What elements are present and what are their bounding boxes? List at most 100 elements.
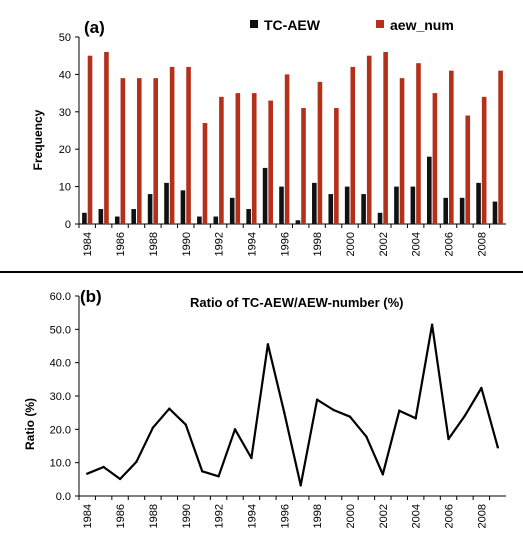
x-tick-label: 1986 <box>115 504 127 528</box>
ratio-data-point <box>496 446 499 449</box>
legend: TC-AEW aew_num <box>250 17 454 33</box>
ratio-data-point <box>266 343 270 346</box>
bar-tc-aew <box>197 216 202 224</box>
bar-aew-num <box>169 66 175 224</box>
bar-aew-num <box>120 78 126 224</box>
x-tick-label: 2000 <box>345 232 357 256</box>
ratio-line-chart: (b) Ratio of TC-AEW/AEW-number (%) Ratio… <box>23 287 506 528</box>
y-tick-label: 40 <box>59 69 71 81</box>
bar-aew-num <box>334 108 339 224</box>
ratio-data-point <box>463 414 467 417</box>
x-tick-label: 2002 <box>378 232 390 256</box>
x-tick-label: 1990 <box>181 504 193 528</box>
ratio-series-line <box>86 323 499 487</box>
bar-tc-aew <box>344 186 350 224</box>
bar-tc-aew <box>82 212 87 224</box>
ratio-data-point <box>233 428 237 431</box>
x-tick-label: 1992 <box>214 232 226 256</box>
y-tick-label: 0 <box>65 219 71 231</box>
ratio-data-point <box>250 456 253 460</box>
x-tick-label: 1998 <box>312 504 324 528</box>
x-tick-label: 1984 <box>82 232 94 256</box>
x-tick-label: 1988 <box>148 232 160 256</box>
bar-tc-aew <box>459 197 465 224</box>
bar-tc-aew <box>114 216 120 224</box>
bar-aew-num <box>235 93 241 224</box>
bar-aew-num <box>153 78 159 224</box>
panel-b-label: (b) <box>80 287 102 306</box>
x-tick-label: 2000 <box>345 504 357 528</box>
x-tick-label: 2004 <box>411 232 423 256</box>
bar-aew-num <box>498 70 503 224</box>
ratio-data-point <box>184 423 187 426</box>
bar-tc-aew <box>147 194 153 224</box>
bar-tc-aew <box>295 220 301 224</box>
ratio-data-point <box>398 409 401 412</box>
bar-aew-num <box>317 81 323 224</box>
y-axis-label-frequency: Frequency <box>31 109 45 170</box>
bar-tc-aew <box>98 209 104 224</box>
y-axis-label-ratio: Ratio (%) <box>23 398 37 450</box>
x-tick-label: 1986 <box>115 232 127 256</box>
bar-aew-num <box>219 96 224 224</box>
bar-aew-num <box>383 51 388 225</box>
y-tick-label: 0.0 <box>56 491 71 503</box>
y-tick-label: 10.0 <box>50 458 71 470</box>
ratio-data-point <box>283 411 286 414</box>
x-tick-label: 2004 <box>411 504 423 528</box>
x-tick-label: 1996 <box>279 232 291 256</box>
ratio-data-point <box>315 398 319 401</box>
x-tick-label: 2006 <box>444 232 456 256</box>
bar-tc-aew <box>443 197 449 224</box>
bar-aew-num <box>136 78 142 224</box>
panel-a-label: (a) <box>84 18 105 37</box>
bar-aew-num <box>432 93 438 224</box>
x-tick-label: 1990 <box>181 232 193 256</box>
bar-aew-num <box>104 51 109 225</box>
ratio-data-point <box>217 475 220 478</box>
bar-aew-num <box>186 66 191 224</box>
bar-aew-num <box>87 55 93 225</box>
ratio-data-point <box>348 415 352 418</box>
x-tick-label: 1998 <box>312 232 324 256</box>
x-tick-label: 1994 <box>246 232 258 256</box>
bar-aew-num <box>350 66 356 224</box>
x-tick-label: 1984 <box>82 504 94 528</box>
bar-tc-aew <box>262 167 268 224</box>
x-tick-label: 2008 <box>476 504 488 528</box>
ratio-data-point <box>480 386 483 390</box>
ratio-data-point <box>381 473 385 476</box>
x-tick-label: 1992 <box>214 504 226 528</box>
ratio-data-point <box>365 435 368 438</box>
y-tick-label: 60.0 <box>50 291 71 303</box>
bar-tc-aew <box>361 194 366 224</box>
y-tick-label: 20 <box>59 144 71 156</box>
bar-tc-aew <box>246 209 251 224</box>
bar-tc-aew <box>213 216 219 224</box>
bar-tc-aew <box>410 186 416 224</box>
x-tick-label: 1996 <box>279 504 291 528</box>
ratio-data-point <box>102 465 105 469</box>
legend-label-tc-aew: TC-AEW <box>264 17 321 33</box>
bar-tc-aew <box>492 201 498 224</box>
bar-tc-aew <box>328 194 334 224</box>
y-tick-label: 50.0 <box>50 324 71 336</box>
bar-aew-num <box>202 123 208 224</box>
legend-swatch-tc-aew <box>250 20 258 28</box>
x-tick-label: 2002 <box>378 504 390 528</box>
x-tick-label: 2008 <box>476 232 488 256</box>
bar-tc-aew <box>377 212 383 224</box>
y-tick-label: 30.0 <box>50 391 71 403</box>
ratio-data-point <box>118 477 122 481</box>
x-tick-label: 1994 <box>246 504 258 528</box>
ratio-data-point <box>299 484 302 487</box>
bar-aew-num <box>481 96 487 224</box>
bar-tc-aew <box>279 186 284 224</box>
ratio-data-point <box>135 460 138 463</box>
y-tick-label: 20.0 <box>50 424 71 436</box>
bar-aew-num <box>268 100 273 224</box>
legend-label-aew-num: aew_num <box>390 17 454 33</box>
bar-aew-num <box>416 63 421 225</box>
bar-aew-num <box>301 108 306 224</box>
